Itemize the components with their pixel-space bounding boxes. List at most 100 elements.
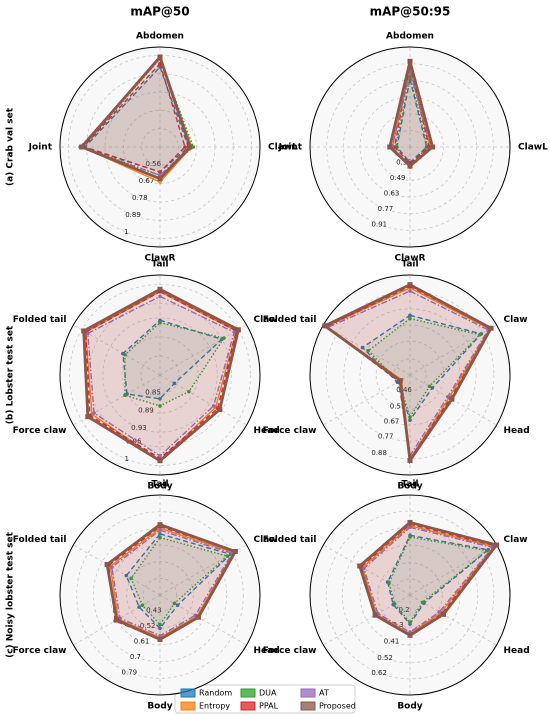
series-marker (158, 626, 162, 631)
series-area (85, 291, 237, 459)
series-area (389, 536, 487, 623)
r-tick-label: 0.67 (139, 177, 155, 185)
series-line (393, 64, 430, 165)
grid-circle (140, 355, 180, 395)
series-marker (322, 323, 328, 329)
series-marker (387, 144, 393, 150)
series-marker (478, 332, 482, 337)
spoke (159, 324, 247, 376)
series-marker (157, 636, 163, 642)
series-area (394, 64, 430, 164)
series-marker (408, 418, 412, 422)
spoke (323, 594, 411, 646)
axis-label: Force claw (13, 646, 67, 656)
r-tick-label: 0.2 (398, 606, 409, 614)
series-marker (427, 384, 432, 389)
series-marker (408, 313, 412, 318)
series-marker (129, 576, 133, 581)
r-tick-label: 0.35 (396, 158, 412, 166)
series-area (80, 58, 190, 176)
axis-label: Body (147, 482, 172, 492)
axis-label: Force claw (13, 426, 67, 436)
series-area (124, 322, 224, 406)
grid-circle (121, 336, 199, 414)
plot-frame (59, 494, 261, 696)
series-area (85, 291, 237, 461)
series-marker (430, 144, 436, 150)
series-marker (437, 610, 442, 614)
series-area (81, 57, 190, 179)
series-marker (407, 632, 413, 638)
series-marker (187, 389, 191, 394)
axis-label: Body (147, 702, 172, 712)
axis-label: Tail (401, 480, 418, 490)
series-marker (485, 548, 489, 553)
legend-label: AT (319, 689, 329, 698)
r-tick-label: 0.91 (372, 220, 388, 228)
legend-swatch (180, 701, 196, 711)
series-marker (408, 620, 412, 625)
series-marker (195, 614, 201, 620)
spoke (409, 324, 497, 376)
series-marker (494, 542, 500, 548)
r-tick-label: 0.52 (140, 622, 156, 630)
r-tick-label: 0.77 (378, 432, 394, 440)
grid-circle (126, 561, 194, 629)
series-area (362, 315, 482, 421)
series-area (368, 318, 480, 417)
series-marker (81, 328, 87, 334)
r-tick-label: 0.46 (396, 386, 412, 394)
series-marker (124, 573, 129, 578)
series-marker (408, 415, 412, 419)
axis-label: ClawR (144, 254, 175, 264)
series-marker (158, 397, 162, 401)
series-area (83, 63, 185, 172)
series-marker (392, 602, 397, 606)
series-line (394, 76, 429, 166)
r-tick-label: 0.89 (125, 211, 141, 219)
series-marker (397, 378, 403, 384)
series-marker (158, 633, 162, 638)
series-marker (158, 320, 162, 325)
series-marker (488, 325, 494, 331)
series-area (126, 533, 231, 629)
r-tick-label: 0.41 (384, 637, 400, 645)
series-marker (114, 617, 120, 623)
series-marker (408, 289, 412, 293)
series-marker (420, 600, 425, 605)
axis-label: Folded tail (263, 535, 317, 545)
r-tick-label: 0.67 (384, 417, 400, 425)
r-tick-label: 0.57 (390, 402, 406, 410)
row-title: (a) Crab val set (6, 107, 16, 186)
axis-label: Tail (401, 260, 418, 270)
axis-label: Body (397, 482, 422, 492)
plot-frame (309, 274, 511, 476)
r-tick-label: 0.62 (371, 669, 387, 677)
series-marker (232, 330, 237, 334)
r-tick-label: 1 (124, 455, 128, 463)
series-area (326, 286, 492, 459)
series-marker (407, 282, 413, 288)
series-marker (217, 407, 223, 413)
series-area (110, 528, 234, 638)
series-marker (158, 535, 162, 540)
series-marker (387, 581, 391, 585)
series-marker (123, 352, 127, 357)
axis-label: Tail (151, 260, 168, 270)
series-marker (157, 522, 163, 528)
axis-label: Abdomen (386, 32, 434, 42)
series-marker (407, 58, 413, 64)
r-tick-label: 0.63 (384, 189, 400, 197)
r-tick-label: 0.43 (146, 606, 162, 614)
axis-label: Head (254, 646, 280, 656)
series-marker (85, 414, 91, 420)
spoke (323, 374, 411, 426)
series-area (83, 289, 239, 461)
grid-circle (376, 113, 444, 181)
legend-swatch (240, 688, 256, 698)
grid-circle (142, 577, 178, 613)
grid-circle (102, 317, 218, 433)
legend-label: Random (199, 689, 232, 698)
plot-frame (309, 494, 511, 696)
series-area (363, 527, 493, 633)
